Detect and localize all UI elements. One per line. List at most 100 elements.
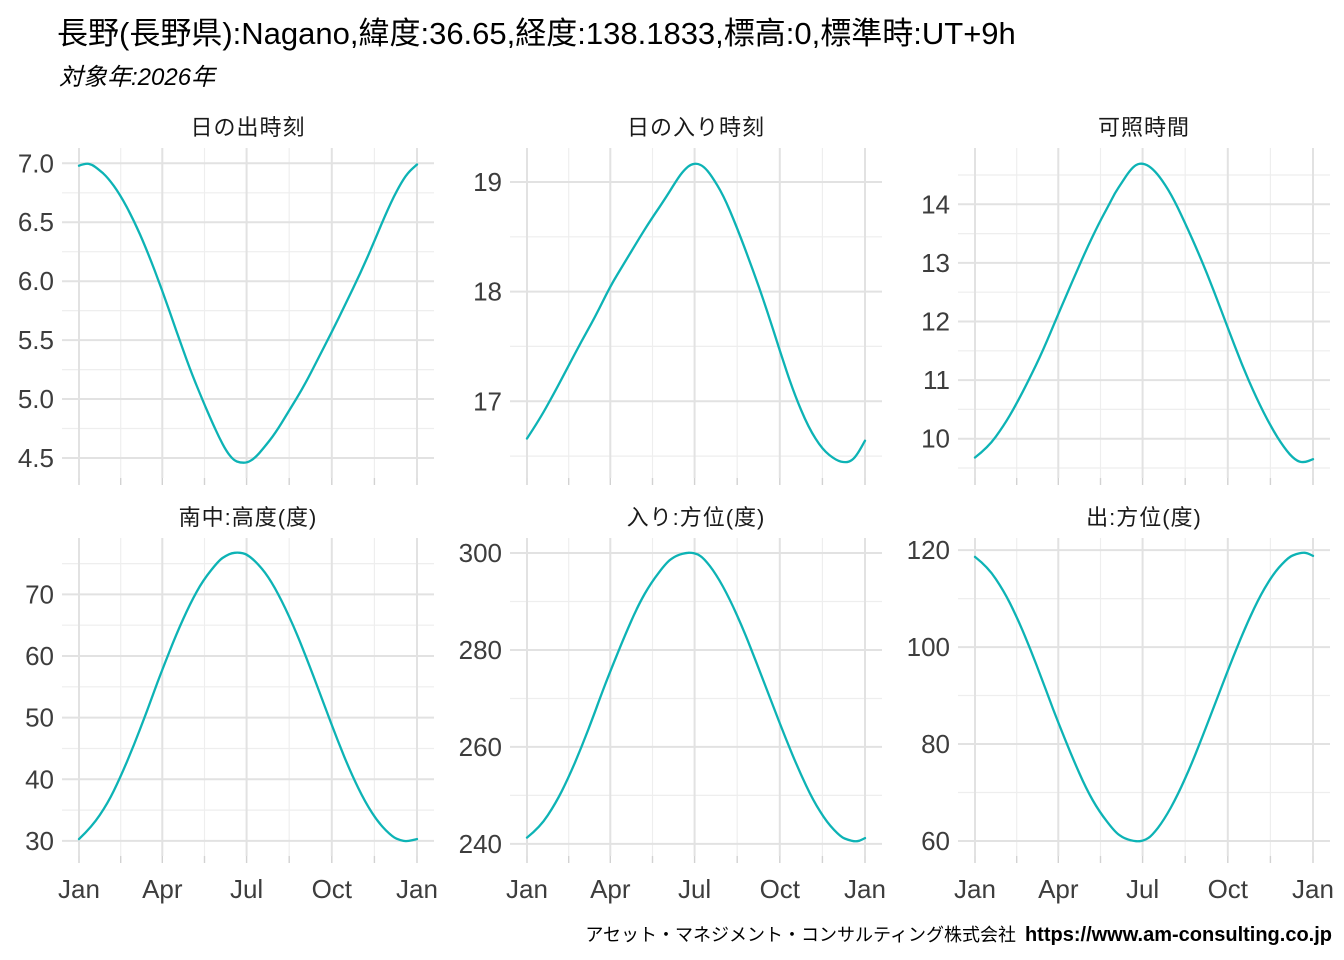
x-tick-label: Apr xyxy=(1038,874,1079,904)
x-tick-label: Jul xyxy=(230,874,263,904)
y-tick-label: 120 xyxy=(907,535,950,565)
gridlines-major xyxy=(510,538,882,856)
y-tick-label: 11 xyxy=(923,365,950,395)
x-tick-label: Jan xyxy=(396,874,438,904)
footer-url: https://www.am-consulting.co.jp xyxy=(1024,924,1332,946)
y-axis-labels: 30 40 50 60 70 xyxy=(25,579,54,856)
gridlines-major xyxy=(510,148,882,478)
x-tick-label: Oct xyxy=(1208,874,1249,904)
gridlines-major xyxy=(62,538,434,856)
footer-company: アセット・マネジメント・コンサルティング株式会社 xyxy=(585,925,1016,945)
data-line-culmination-altitude xyxy=(77,551,419,843)
y-tick-label: 70 xyxy=(25,579,54,609)
x-axis-labels: Jan Apr Jul Oct Jan xyxy=(954,874,1334,904)
chart-title-sunrise-azimuth: 出:方位(度) xyxy=(1086,505,1202,530)
chart-canvas-sunrise-time: 4.5 5.0 5.5 6.0 6.5 7.0 xyxy=(18,148,434,485)
gridlines-minor xyxy=(62,538,434,856)
gridlines-minor xyxy=(510,148,882,478)
data-line-sunrise-time xyxy=(77,162,419,464)
chart-panel-sunrise-time: 日の出時刻 4.5 5.0 5.5 6.0 6.5 7.0 xyxy=(0,104,448,494)
y-tick-label: 300 xyxy=(459,538,502,568)
x-tick-label: Jul xyxy=(1126,874,1159,904)
y-tick-label: 14 xyxy=(921,189,950,219)
x-tick-label: Apr xyxy=(590,874,631,904)
y-tick-label: 260 xyxy=(459,732,502,762)
gridlines-major xyxy=(62,148,434,478)
y-tick-label: 17 xyxy=(473,386,502,416)
x-tick-label: Jul xyxy=(678,874,711,904)
chart-panel-culmination-altitude: 南中:高度(度) 30 40 50 60 70 Jan Apr Jul Oct Jan xyxy=(0,494,448,914)
y-tick-label: 60 xyxy=(921,826,950,856)
x-tick-label: Jan xyxy=(58,874,100,904)
chart-title-sunset-time: 日の入り時刻 xyxy=(626,115,765,140)
gridlines-minor xyxy=(510,538,882,856)
y-axis-labels: 4.5 5.0 5.5 6.0 6.5 7.0 xyxy=(18,148,54,473)
data-line-daylight-hours xyxy=(973,162,1315,464)
data-line-sunset-time xyxy=(525,162,867,464)
x-tick-label: Jan xyxy=(1292,874,1334,904)
page-title: 長野(長野県):Nagano,緯度:36.65,経度:138.1833,標高:0… xyxy=(57,16,1016,51)
y-tick-label: 4.5 xyxy=(18,443,54,473)
x-axis-labels: Jan Apr Jul Oct Jan xyxy=(506,874,886,904)
x-tick-label: Apr xyxy=(142,874,183,904)
y-tick-label: 6.0 xyxy=(18,266,54,296)
y-axis-labels: 17 18 19 xyxy=(473,167,502,416)
x-tick-label: Oct xyxy=(760,874,801,904)
y-tick-label: 19 xyxy=(473,167,502,197)
gridlines-minor xyxy=(958,148,1330,478)
y-tick-label: 10 xyxy=(921,424,950,454)
y-tick-label: 60 xyxy=(25,641,54,671)
chart-panel-sunrise-azimuth: 出:方位(度) 60 80 100 120 Jan Apr Jul Oct Jan xyxy=(896,494,1344,914)
x-axis-ticks xyxy=(78,478,418,485)
y-tick-label: 12 xyxy=(921,307,950,337)
x-axis-ticks xyxy=(974,478,1314,485)
page-subtitle: 対象年:2026年 xyxy=(59,64,216,91)
x-axis-ticks xyxy=(526,856,866,863)
y-tick-label: 50 xyxy=(25,703,54,733)
chart-canvas-daylight-hours: 10 11 12 13 14 xyxy=(921,148,1330,485)
chart-canvas-sunset-time: 17 18 19 xyxy=(473,148,882,485)
gridlines-minor xyxy=(958,538,1330,856)
gridlines-major xyxy=(958,538,1330,856)
y-tick-label: 18 xyxy=(473,277,502,307)
y-tick-label: 280 xyxy=(459,635,502,665)
y-tick-label: 7.0 xyxy=(18,148,54,178)
chart-panel-sunset-time: 日の入り時刻 17 18 19 xyxy=(448,104,896,494)
y-tick-label: 13 xyxy=(921,248,950,278)
x-axis-ticks xyxy=(974,856,1314,863)
y-tick-label: 30 xyxy=(25,826,54,856)
data-line-sunset-azimuth xyxy=(525,551,867,843)
data-line-sunrise-azimuth xyxy=(973,551,1315,843)
x-tick-label: Oct xyxy=(312,874,353,904)
chart-canvas-sunrise-azimuth: 60 80 100 120 Jan Apr Jul Oct Jan xyxy=(907,535,1334,904)
y-tick-label: 100 xyxy=(907,632,950,662)
chart-title-culmination-altitude: 南中:高度(度) xyxy=(178,505,318,530)
y-axis-labels: 240 260 280 300 xyxy=(459,538,502,859)
y-tick-label: 5.5 xyxy=(18,325,54,355)
y-axis-labels: 60 80 100 120 xyxy=(907,535,950,856)
y-tick-label: 6.5 xyxy=(18,207,54,237)
y-axis-labels: 10 11 12 13 14 xyxy=(921,189,950,453)
y-tick-label: 240 xyxy=(459,829,502,859)
chart-canvas-sunset-azimuth: 240 260 280 300 Jan Apr Jul Oct Jan xyxy=(459,538,886,904)
y-tick-label: 80 xyxy=(921,729,950,759)
chart-panel-sunset-azimuth: 入り:方位(度) 240 260 280 300 Jan Apr Jul Oct Jan xyxy=(448,494,896,914)
chart-title-sunrise-time: 日の出時刻 xyxy=(190,115,306,140)
x-tick-label: Jan xyxy=(844,874,886,904)
x-axis-ticks xyxy=(526,478,866,485)
y-tick-label: 5.0 xyxy=(18,384,54,414)
chart-canvas-culmination-altitude: 30 40 50 60 70 Jan Apr Jul Oct Jan xyxy=(25,538,438,904)
x-axis-ticks xyxy=(78,856,418,863)
y-tick-label: 40 xyxy=(25,764,54,794)
gridlines-major xyxy=(958,148,1330,478)
chart-panel-daylight-hours: 可照時間 10 11 12 13 14 xyxy=(896,104,1344,494)
chart-title-sunset-azimuth: 入り:方位(度) xyxy=(626,505,766,530)
x-tick-label: Jan xyxy=(954,874,996,904)
x-tick-label: Jan xyxy=(506,874,548,904)
x-axis-labels: Jan Apr Jul Oct Jan xyxy=(58,874,438,904)
gridlines-minor xyxy=(62,148,434,478)
chart-title-daylight-hours: 可照時間 xyxy=(1097,115,1190,140)
footer: アセット・マネジメント・コンサルティング株式会社 https://www.am-… xyxy=(585,921,1332,947)
